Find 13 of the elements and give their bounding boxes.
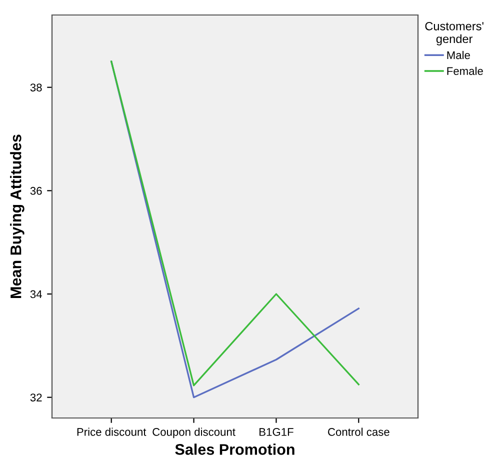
y-axis-title: Mean Buying Attitudes — [10, 134, 24, 298]
y-tick-label: 34 — [30, 290, 42, 298]
x-tick-label: Price discount — [77, 428, 146, 436]
legend-title: Customers' gender — [425, 22, 484, 46]
y-tick-label: 32 — [30, 394, 42, 402]
x-tick-label: Control case — [328, 428, 390, 436]
y-tick-label: 38 — [30, 84, 42, 92]
x-axis-title: Sales Promotion — [175, 444, 294, 455]
y-tick-label: 36 — [30, 186, 42, 195]
x-tick-label: Coupon discount — [152, 428, 236, 438]
x-tick-label: B1G1F — [260, 428, 294, 436]
legend-label: Male — [447, 50, 470, 60]
legend-label: Female — [447, 66, 483, 76]
